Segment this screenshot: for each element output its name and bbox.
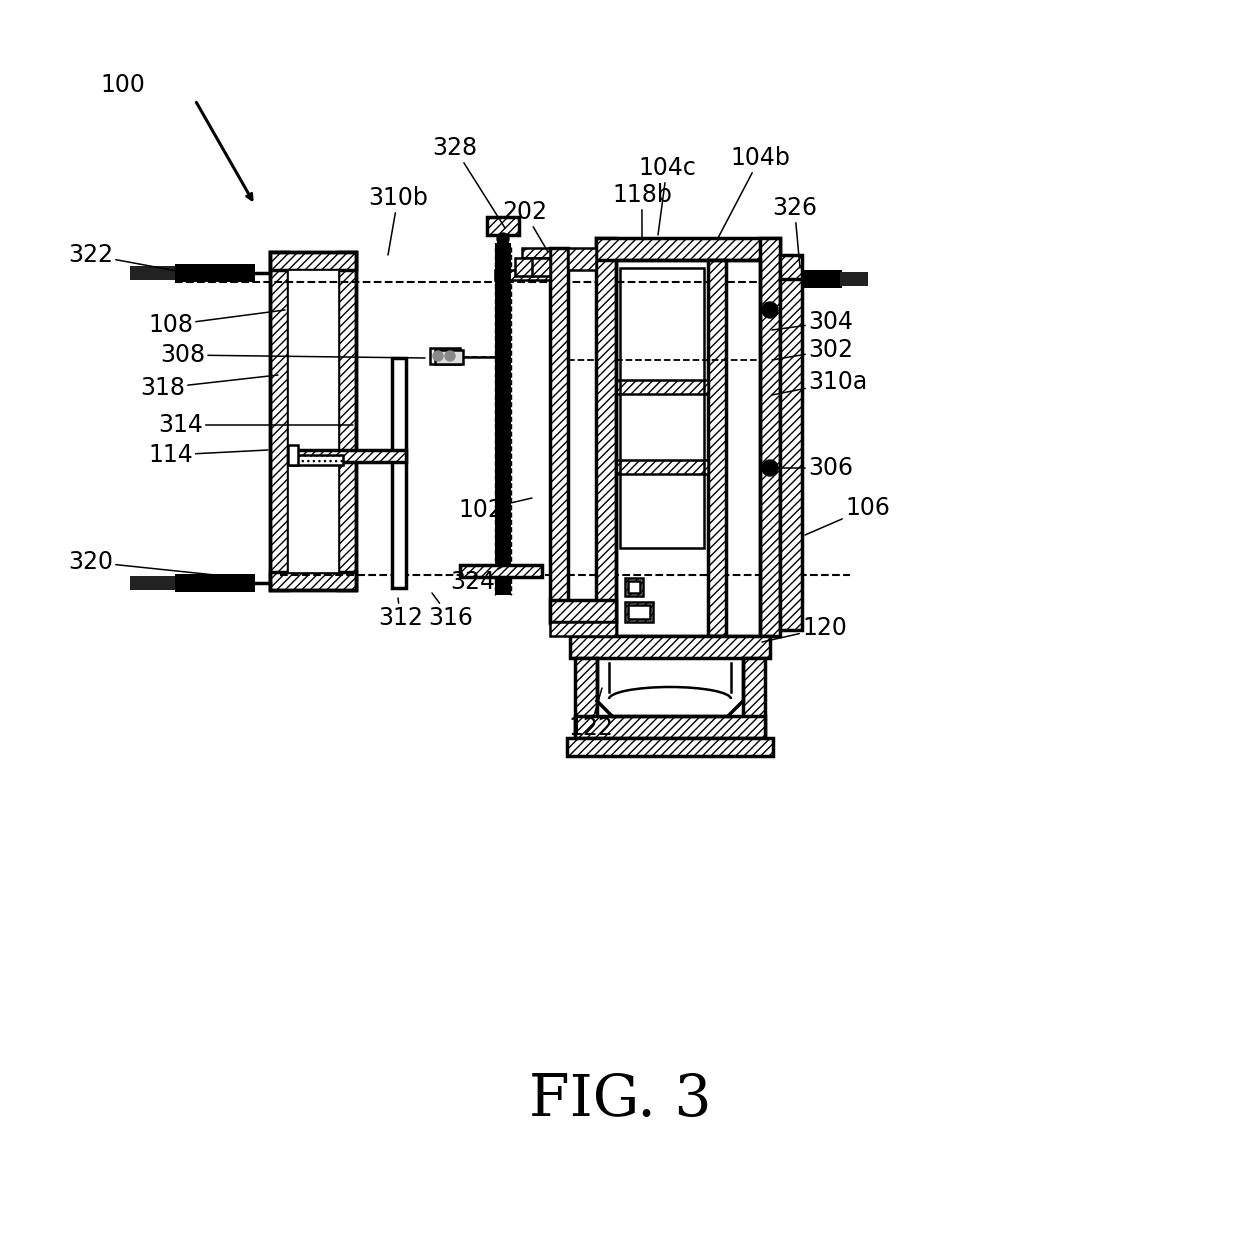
Text: 114: 114 xyxy=(148,443,268,466)
Bar xyxy=(175,264,255,282)
Bar xyxy=(551,622,616,636)
Text: 306: 306 xyxy=(773,456,853,480)
Circle shape xyxy=(763,302,777,318)
Text: 312: 312 xyxy=(378,599,423,630)
Bar xyxy=(596,238,616,636)
Circle shape xyxy=(497,233,508,244)
Bar xyxy=(575,716,765,738)
Bar xyxy=(627,581,640,594)
Text: 310b: 310b xyxy=(368,186,428,254)
Bar xyxy=(460,565,542,577)
Circle shape xyxy=(433,350,443,360)
Text: 314: 314 xyxy=(157,413,353,436)
Bar xyxy=(430,348,460,364)
Bar xyxy=(616,261,760,636)
Circle shape xyxy=(763,460,777,476)
Text: 304: 304 xyxy=(773,311,853,334)
Bar xyxy=(288,445,298,465)
Bar xyxy=(522,258,551,271)
Text: FIG. 3: FIG. 3 xyxy=(528,1072,712,1129)
Text: 122: 122 xyxy=(568,688,613,739)
Bar xyxy=(625,602,653,622)
Bar xyxy=(435,350,463,364)
Bar xyxy=(551,600,616,622)
Text: 120: 120 xyxy=(763,616,847,642)
Bar xyxy=(130,576,175,590)
Bar xyxy=(532,258,551,276)
Text: 322: 322 xyxy=(68,243,215,278)
Bar xyxy=(270,252,356,271)
Bar xyxy=(460,565,542,577)
Bar xyxy=(616,380,708,394)
Text: 316: 316 xyxy=(428,594,472,630)
Bar xyxy=(627,605,650,619)
Bar xyxy=(392,358,405,589)
Bar xyxy=(339,252,356,590)
Bar xyxy=(570,636,770,658)
Bar xyxy=(760,238,780,636)
Bar xyxy=(175,574,255,592)
Text: 202: 202 xyxy=(502,200,548,252)
Bar xyxy=(616,460,708,474)
Text: 320: 320 xyxy=(68,550,215,575)
Bar xyxy=(522,248,551,266)
Text: 302: 302 xyxy=(773,338,853,362)
Text: 318: 318 xyxy=(140,375,278,400)
Text: 104b: 104b xyxy=(718,146,790,238)
Text: 118b: 118b xyxy=(613,183,672,238)
Bar xyxy=(515,258,533,276)
Text: 310a: 310a xyxy=(773,370,867,395)
Text: 108: 108 xyxy=(148,311,285,337)
Bar xyxy=(568,248,596,271)
Bar xyxy=(708,261,725,636)
Bar xyxy=(620,268,704,547)
Bar xyxy=(270,252,356,590)
Bar xyxy=(551,248,568,624)
Bar xyxy=(780,254,802,630)
Bar xyxy=(575,658,596,738)
Bar xyxy=(270,252,288,590)
Bar xyxy=(495,243,511,595)
Text: 104c: 104c xyxy=(639,156,696,234)
Bar xyxy=(497,234,508,247)
Bar xyxy=(288,455,343,465)
Bar xyxy=(436,353,445,360)
Text: 324: 324 xyxy=(450,567,502,594)
Bar xyxy=(130,266,175,281)
Text: 308: 308 xyxy=(160,343,425,367)
Bar xyxy=(270,572,356,590)
Text: 326: 326 xyxy=(773,196,817,268)
Bar xyxy=(495,271,551,281)
Bar xyxy=(288,271,339,572)
Text: 102: 102 xyxy=(458,498,532,522)
Bar xyxy=(625,579,644,596)
Text: 100: 100 xyxy=(100,74,145,97)
Circle shape xyxy=(445,350,455,360)
Bar xyxy=(288,450,405,461)
Bar xyxy=(743,658,765,738)
Text: 328: 328 xyxy=(432,136,505,228)
Bar xyxy=(596,238,780,261)
Bar xyxy=(567,738,773,756)
Bar xyxy=(487,217,520,234)
Bar xyxy=(288,450,405,461)
Text: 106: 106 xyxy=(805,496,890,535)
Bar xyxy=(802,271,842,288)
Bar xyxy=(839,272,868,286)
